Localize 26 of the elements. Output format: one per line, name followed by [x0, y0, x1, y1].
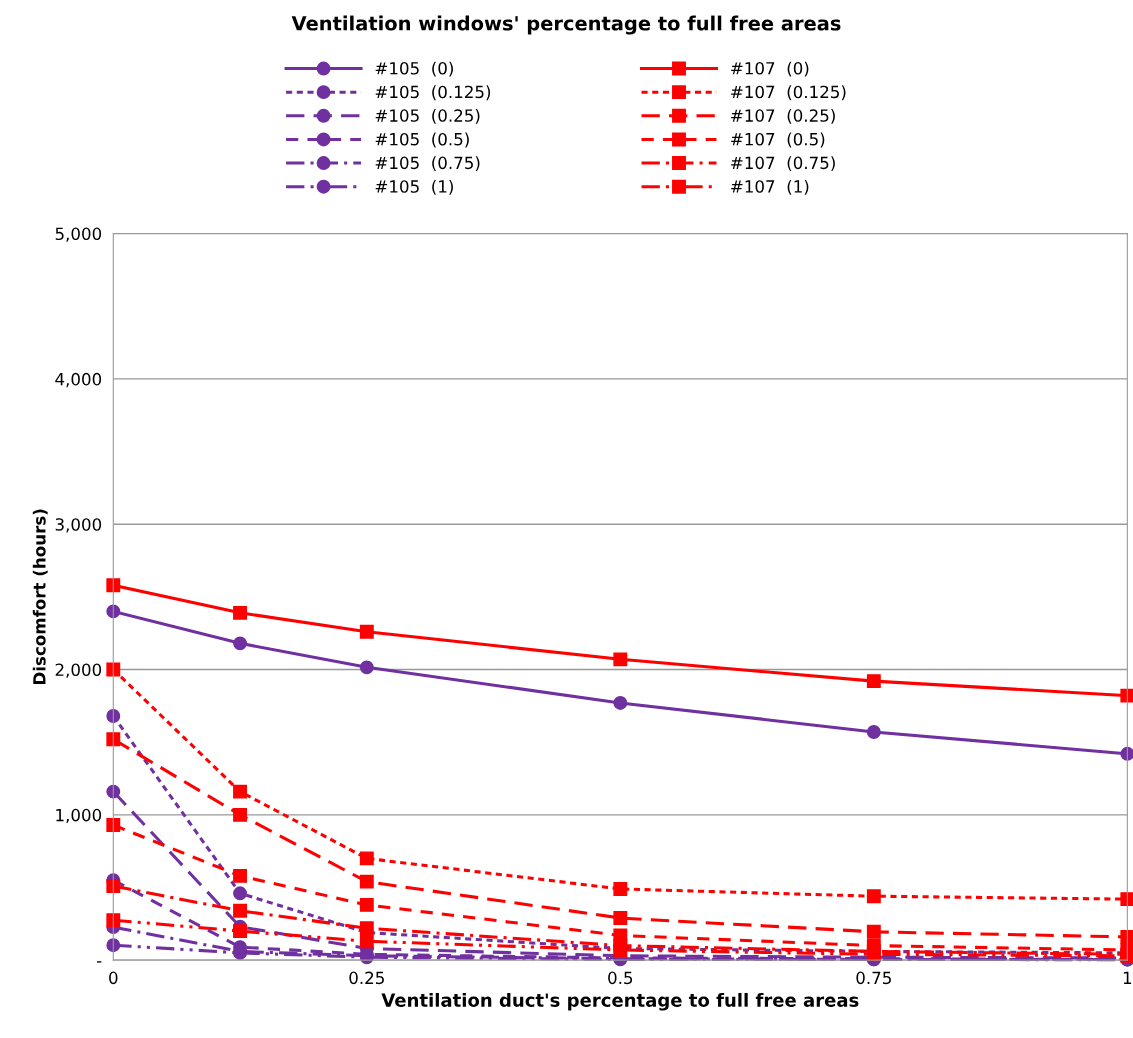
legend-label: #105 (0.5): [375, 132, 469, 148]
x-tick-label: 0: [109, 971, 118, 985]
x-tick-label: 1: [1123, 971, 1132, 984]
legend-label: #107 (0.75): [731, 156, 835, 172]
x-tick-label: 0.5: [608, 971, 633, 985]
y-tick-label: 4,000: [55, 372, 102, 388]
legend-label: #105 (0.75): [375, 156, 480, 172]
legend-label: #107 (0): [731, 61, 809, 77]
x-tick-label: 0.25: [349, 971, 384, 985]
y-tick-label: 2,000: [55, 663, 102, 678]
y-tick-label: 1,000: [56, 808, 102, 824]
x-tick-label: 0.75: [856, 971, 891, 985]
legend-label: #107 (0.25): [731, 108, 835, 124]
legend-label: #105 (0.25): [375, 108, 480, 124]
legend-label: #105 (0): [375, 61, 453, 77]
y-tick-label: -: [96, 961, 102, 963]
legend-label: #107 (1): [731, 179, 809, 195]
legend-label: #105 (1): [375, 179, 453, 195]
y-tick-label: 3,000: [55, 518, 102, 533]
x-axis-title: Ventilation duct's percentage to full free areas: [381, 992, 859, 1011]
y-axis-title: Discomfort (hours): [32, 509, 48, 685]
legend-label: #107 (0.125): [731, 85, 846, 101]
legend-label: #105 (0.125): [375, 85, 491, 101]
legend-label: #107 (0.5): [731, 132, 825, 148]
y-tick-label: 5,000: [55, 227, 102, 242]
chart-title: Ventilation windows' percentage to full free areas: [291, 15, 841, 35]
